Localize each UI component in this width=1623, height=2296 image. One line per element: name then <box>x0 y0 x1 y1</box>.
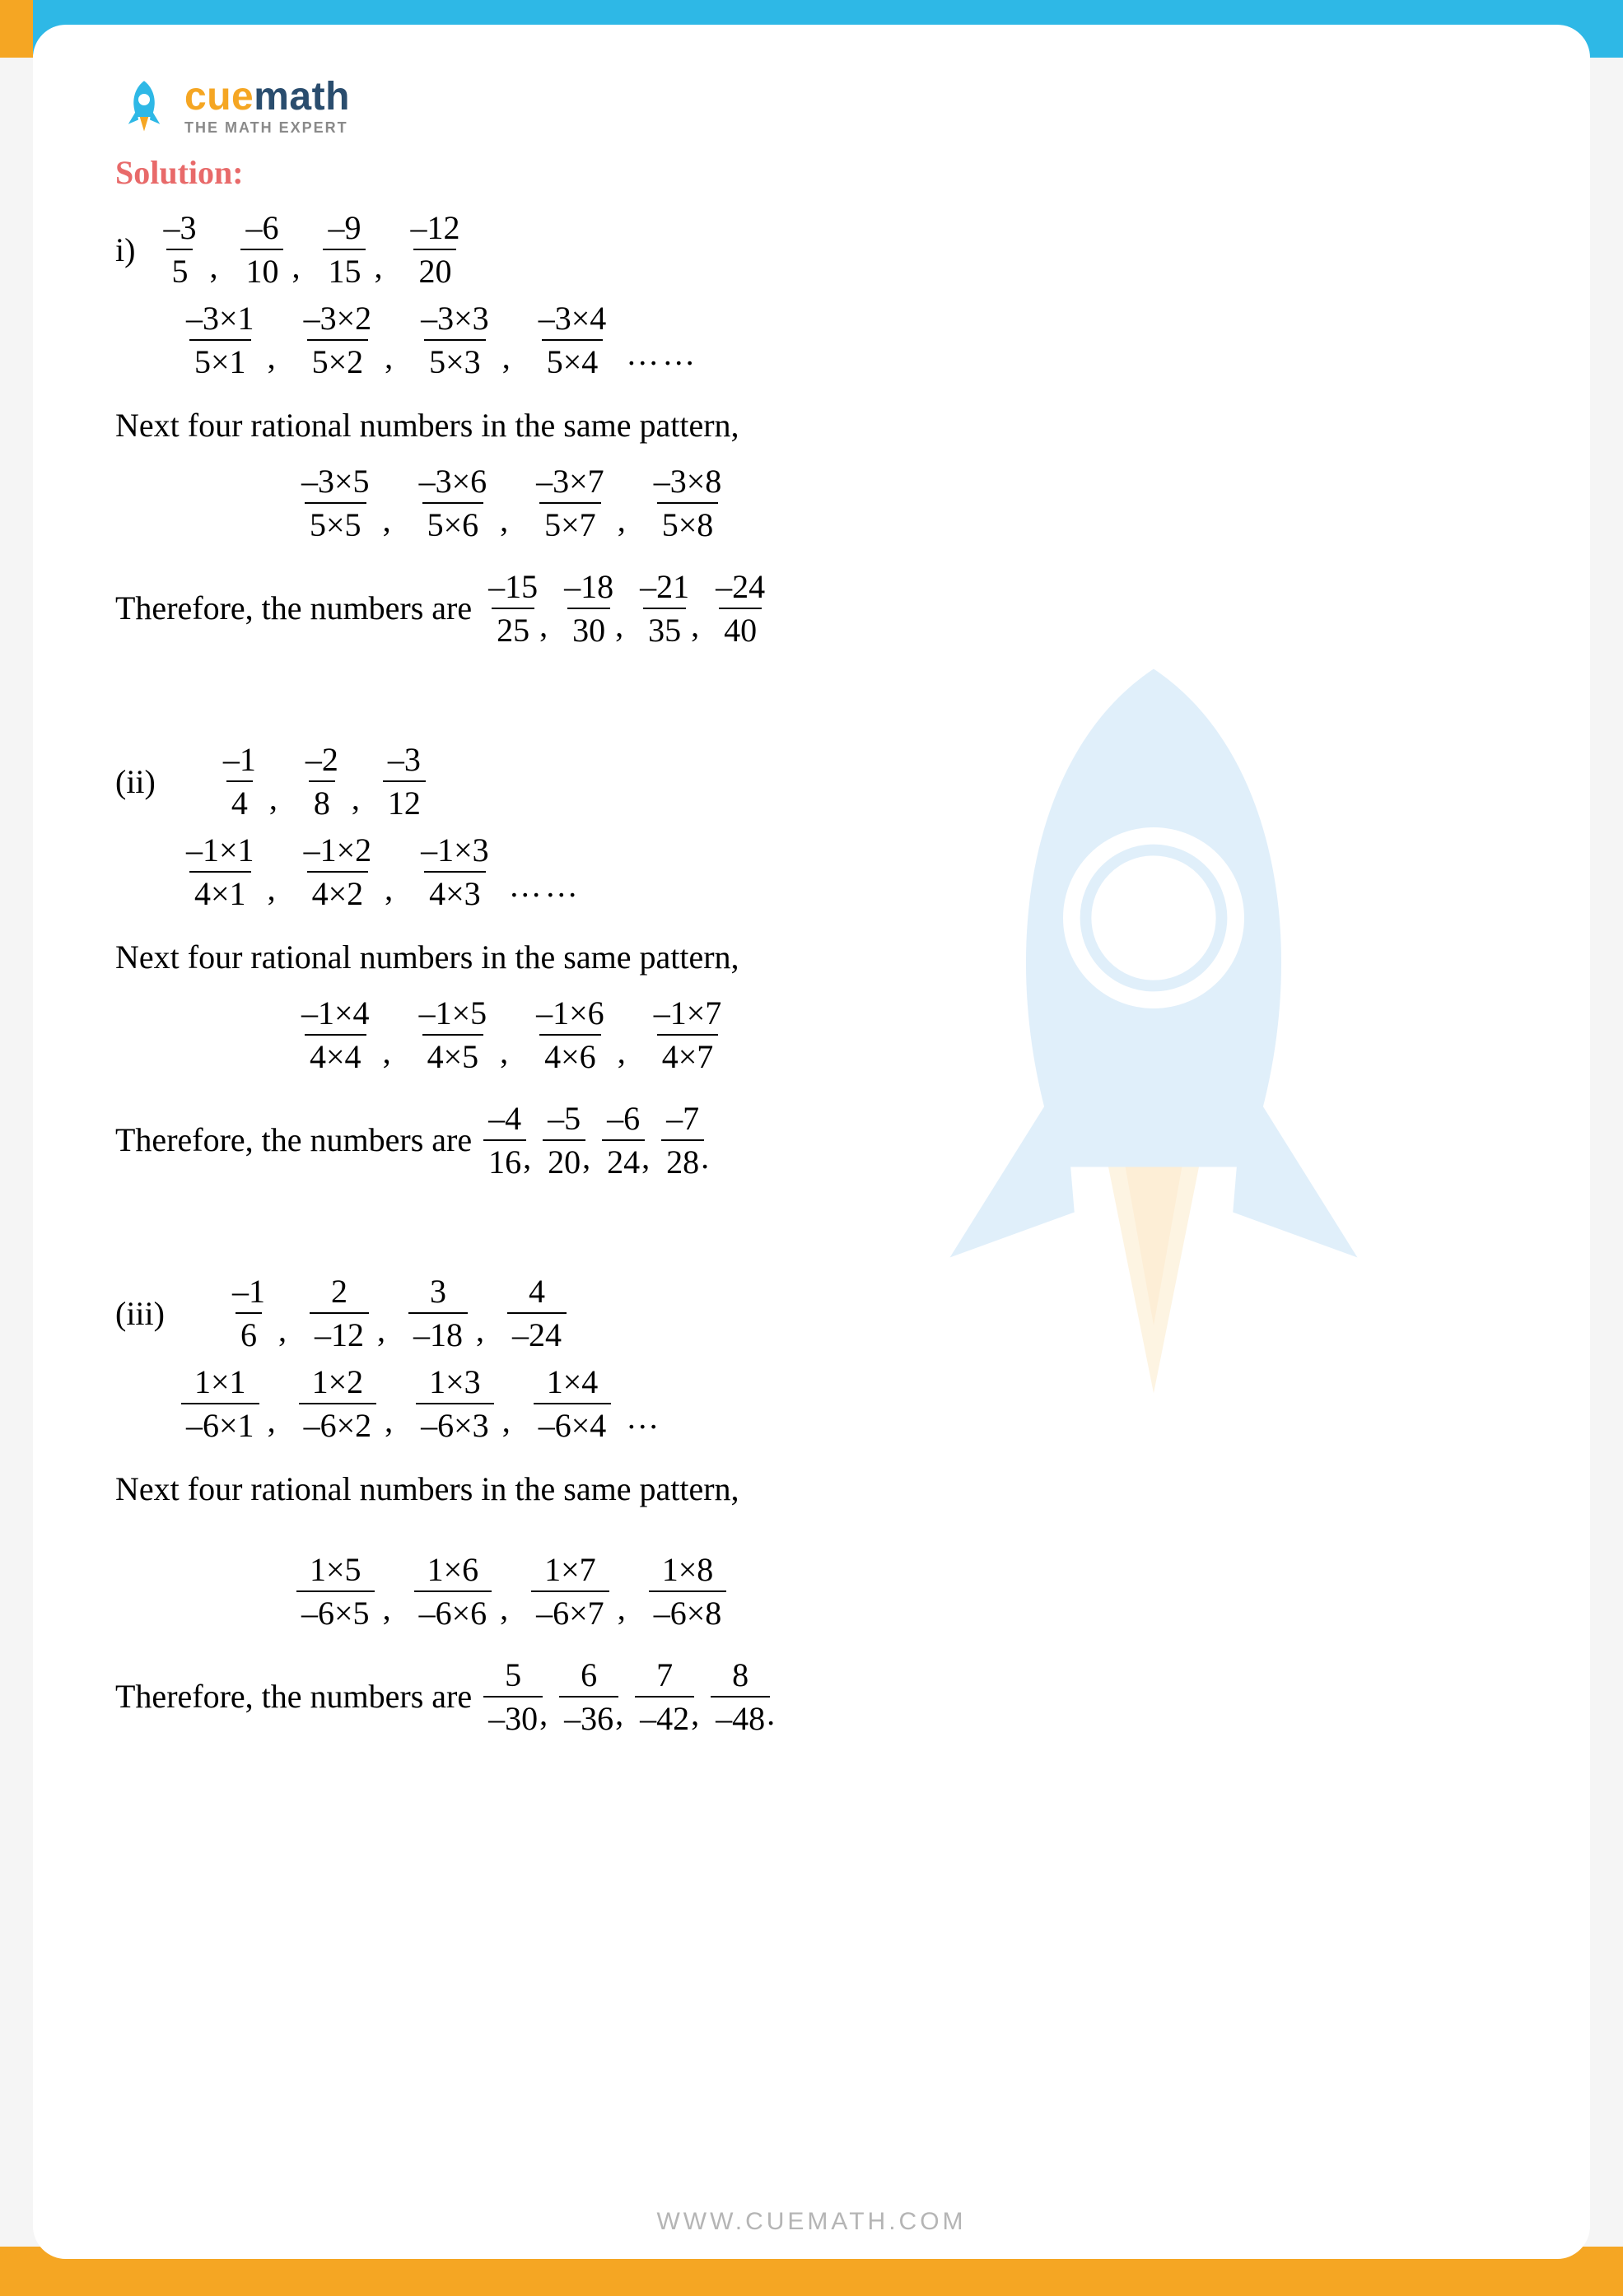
part-i-answer: Therefore, the numbers are –1525, –1830,… <box>115 567 1508 650</box>
part-iii-answer: Therefore, the numbers are 5–30, 6–36, 7… <box>115 1656 1508 1738</box>
label-i: i) <box>115 231 135 269</box>
part-ii-next: –1×44×4, –1×54×5, –1×64×6, –1×74×7 <box>296 994 1508 1076</box>
next-four-text-1: Next four rational numbers in the same p… <box>115 398 1508 454</box>
brand-part2: math <box>254 75 350 119</box>
brand-tagline: THE MATH EXPERT <box>184 119 350 137</box>
next-four-text-3: Next four rational numbers in the same p… <box>115 1461 1508 1517</box>
part-iii-expand: 1×1–6×1, 1×2–6×2, 1×3–6×3, 1×4–6×4… <box>181 1362 1508 1445</box>
part-iii-given: (iii) –16, 2–12, 3–18, 4–24 <box>115 1272 1508 1354</box>
brand-part1: cue <box>184 75 254 119</box>
part-ii-given: (ii) –14, –28, –312 <box>115 740 1508 822</box>
part-iii-next: 1×5–6×5, 1×6–6×6, 1×7–6×7, 1×8–6×8 <box>296 1550 1508 1632</box>
label-ii: (ii) <box>115 762 156 801</box>
part-i-expand: –3×15×1, –3×25×2, –3×35×3, –3×45×4…… <box>181 299 1508 381</box>
label-iii: (iii) <box>115 1294 165 1333</box>
part-ii-answer: Therefore, the numbers are –416, –520, –… <box>115 1099 1508 1181</box>
part-ii-expand: –1×14×1, –1×24×2, –1×34×3…… <box>181 831 1508 913</box>
part-i-given: i) –35, –610, –915, –1220 <box>115 208 1508 291</box>
next-four-text-2: Next four rational numbers in the same p… <box>115 929 1508 985</box>
part-i-next: –3×55×5, –3×65×6, –3×75×7, –3×85×8 <box>296 462 1508 544</box>
footer-url: WWW.CUEMATH.COM <box>33 2208 1590 2236</box>
brand-name: cuemath <box>184 74 350 119</box>
rocket-icon <box>115 77 173 134</box>
page-card: cuemath THE MATH EXPERT Solution: i) –35… <box>33 25 1590 2259</box>
solution-heading: Solution: <box>115 153 1508 192</box>
brand-logo-row: cuemath THE MATH EXPERT <box>115 74 1508 137</box>
